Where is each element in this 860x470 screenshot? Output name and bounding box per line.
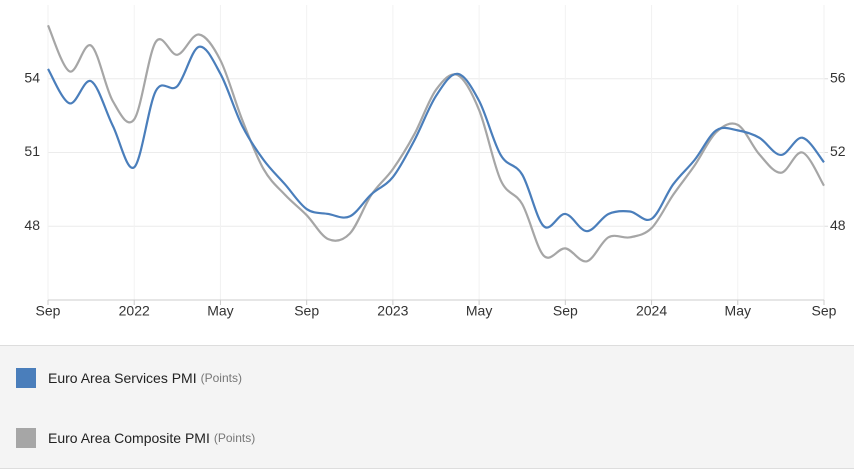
- legend-item[interactable]: Euro Area Composite PMI (Points): [16, 428, 255, 448]
- legend-swatch: [16, 428, 36, 448]
- x-tick-label: 2023: [377, 303, 408, 319]
- x-tick-label: May: [466, 303, 492, 319]
- y-tick-label: 51: [24, 143, 40, 159]
- x-tick-label: Sep: [812, 303, 837, 319]
- x-tick-label: Sep: [294, 303, 319, 319]
- legend-item[interactable]: Euro Area Services PMI (Points): [16, 368, 242, 388]
- x-tick-label: Sep: [36, 303, 61, 319]
- x-tick-label: Sep: [553, 303, 578, 319]
- legend: Euro Area Services PMI (Points) Euro Area …: [0, 345, 854, 469]
- y2-tick-label: 48: [830, 217, 846, 233]
- y2-tick-label: 56: [830, 69, 846, 85]
- legend-unit: (Points): [200, 371, 242, 385]
- legend-unit: (Points): [213, 431, 256, 445]
- legend-label: Euro Area Composite PMI: [48, 430, 210, 446]
- y-tick-label: 48: [24, 217, 40, 233]
- y-tick-label: 54: [24, 69, 40, 85]
- y2-tick-label: 52: [830, 143, 846, 159]
- x-tick-label: 2022: [119, 303, 150, 319]
- legend-swatch: [16, 368, 36, 388]
- x-tick-label: 2024: [636, 303, 667, 319]
- series-line: [46, 24, 825, 263]
- legend-label: Euro Area Services PMI: [48, 370, 197, 386]
- series-line: [47, 45, 825, 233]
- chart: 48 51 54 48 52 56 Sep 2022 May Sep 2023 May Sep 2024 M…: [24, 5, 846, 319]
- x-tick-label: May: [725, 303, 751, 319]
- x-tick-label: May: [207, 303, 233, 319]
